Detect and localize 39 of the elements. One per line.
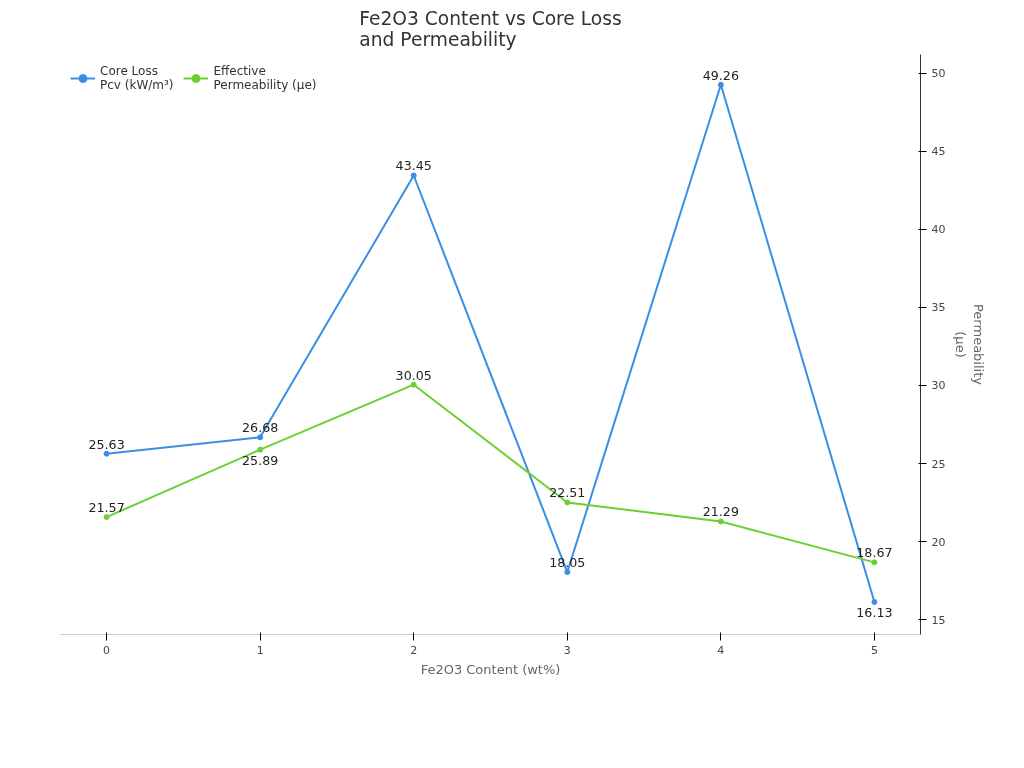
data-label: 43.45 (395, 158, 432, 174)
x-tick-label: 2 (410, 643, 418, 657)
point (103, 514, 110, 521)
point (871, 559, 878, 566)
point (257, 434, 264, 441)
y-axis-title: Permeability (μe) (953, 304, 987, 386)
point (410, 381, 417, 388)
data-label: 49.26 (702, 67, 739, 83)
x-tick-label: 0 (103, 643, 111, 657)
point (564, 499, 571, 506)
data-label: 25.89 (242, 452, 279, 468)
y-tick-label: 35 (931, 301, 946, 315)
legend-label: Core Loss Pcv (kW/m³) (100, 64, 174, 92)
x-tick-label: 5 (870, 643, 878, 657)
chart-title: Fe2O3 Content vs Core Loss and Permeability (359, 7, 622, 50)
x-axis-title: Fe2O3 Content (wt%) (420, 661, 561, 677)
data-label: 16.13 (856, 605, 893, 621)
y-tick-label: 40 (931, 223, 946, 237)
point (717, 81, 724, 88)
data-label: 25.63 (88, 436, 125, 452)
y-tick-label: 25 (931, 457, 946, 471)
x-tick-label: 4 (717, 643, 725, 657)
y-tick-label: 50 (931, 67, 946, 81)
y-tick-label: 45 (931, 145, 946, 159)
data-label: 21.29 (702, 504, 739, 520)
point (257, 446, 264, 453)
legend-label: Effective Permeability (μe) (213, 64, 317, 92)
point (410, 172, 417, 179)
data-label: 30.05 (395, 367, 432, 383)
y-tick-label: 20 (931, 535, 946, 549)
y-tick-label: 30 (931, 379, 946, 393)
point (564, 569, 571, 576)
point (717, 518, 724, 525)
point (871, 599, 878, 606)
x-tick-label: 3 (563, 643, 571, 657)
y-tick-label: 15 (931, 613, 946, 627)
data-label: 21.57 (88, 500, 125, 516)
x-tick-label: 1 (256, 643, 264, 657)
point (103, 450, 110, 457)
